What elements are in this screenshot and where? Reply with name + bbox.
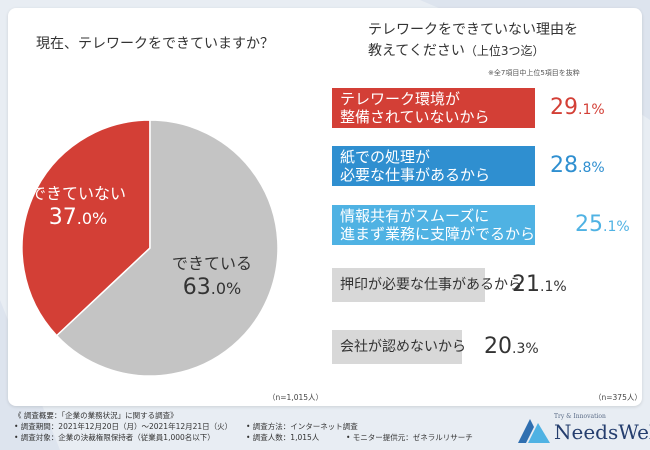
- reason-label: 紙での処理が 必要な仕事があるから: [340, 148, 490, 184]
- reason-box-5: 会社が認めないから: [332, 330, 466, 364]
- footer-count: • 調査人数：1,015人: [246, 433, 320, 442]
- reason-label-line: 押印が必要な仕事があるから: [340, 277, 522, 293]
- bar-question-title: テレワークをできていない理由を 教えてください（上位3つ迄）: [368, 20, 578, 62]
- excerpt-note: ※全7項目中上位5項目を抜粋: [488, 69, 580, 77]
- needswell-logo: Try & Innovation NeedsWell: [516, 413, 650, 445]
- bar-title-sub: （上位3つ迄）: [464, 44, 545, 58]
- survey-overview: 《 調査概要：「企業の業務状況」に関する調査》 • 調査期間：2021年12月2…: [14, 410, 473, 443]
- reason-label-line: 進まず業務に支障がでるから: [340, 225, 536, 243]
- reason-label-line: 紙での処理が: [340, 148, 431, 166]
- logo-tagline: Try & Innovation: [554, 413, 606, 420]
- reason-label-line: 会社が認めないから: [340, 339, 466, 355]
- reason-box-2: 紙での処理が 必要な仕事があるから: [332, 146, 535, 186]
- reason-label: テレワーク環境が 整備されていないから: [340, 90, 490, 126]
- logo-name: NeedsWell: [554, 420, 650, 444]
- pie-question-title: 現在、テレワークをできていますか？: [36, 36, 274, 52]
- bar-sample-size: （n=375人）: [594, 393, 642, 402]
- reason-box-1: テレワーク環境が 整備されていないから: [332, 88, 535, 128]
- bar-title-main: 教えてください: [368, 43, 465, 59]
- reason-label: 情報共有がスムーズに 進まず業務に支障がでるから: [340, 207, 535, 243]
- logo-mark-icon: [518, 419, 550, 443]
- footer-period: • 調査期間：2021年12月20日（月）〜2021年12月21日（火）: [14, 422, 233, 431]
- pie-label-not-able: できていない 37.0%: [30, 184, 126, 233]
- reason-box-4: 押印が必要な仕事があるから: [332, 268, 522, 302]
- footer-target: • 調査対象：企業の決裁権限保持者（従業員1,000名以下）: [14, 433, 215, 442]
- pie-sample-size: （n=1,015人）: [268, 393, 324, 402]
- pie-slice-able: [55, 119, 279, 377]
- pie-category-label: できていない: [30, 184, 127, 203]
- reason-label-line: 必要な仕事があるから: [340, 166, 491, 184]
- pie-value-label: 63.0%: [182, 275, 242, 300]
- bar-title-line2: 教えてください（上位3つ迄）: [368, 41, 578, 62]
- reason-value-1: 29.1%: [550, 95, 605, 120]
- reason-label-line: 整備されていないから: [340, 108, 490, 126]
- reason-value-4: 21.1%: [512, 272, 567, 297]
- reason-value-2: 28.8%: [550, 153, 605, 178]
- reason-box-3: 情報共有がスムーズに 進まず業務に支障がでるから: [332, 205, 535, 245]
- footer-heading: 《 調査概要：「企業の業務状況」に関する調査》: [14, 411, 178, 420]
- reason-label-line: テレワーク環境が: [340, 90, 461, 108]
- pie-label-able: できている 63.0%: [172, 254, 252, 303]
- reason-label-line: 情報共有がスムーズに: [340, 207, 490, 225]
- bar-title-line1: テレワークをできていない理由を: [368, 22, 578, 38]
- reason-value-5: 20.3%: [484, 334, 539, 359]
- reason-label: 押印が必要な仕事があるから: [340, 276, 522, 294]
- pie-value-label: 37.0%: [48, 205, 108, 230]
- reason-value-3: 25.1%: [575, 212, 630, 237]
- pie-slice-not-able: [21, 119, 151, 337]
- pie-category-label: できている: [172, 254, 253, 273]
- footer-method: • 調査方法：インターネット調査: [246, 422, 358, 431]
- footer-monitor: • モニター提供元：ゼネラルリサーチ: [346, 433, 473, 442]
- reason-label: 会社が認めないから: [340, 338, 466, 356]
